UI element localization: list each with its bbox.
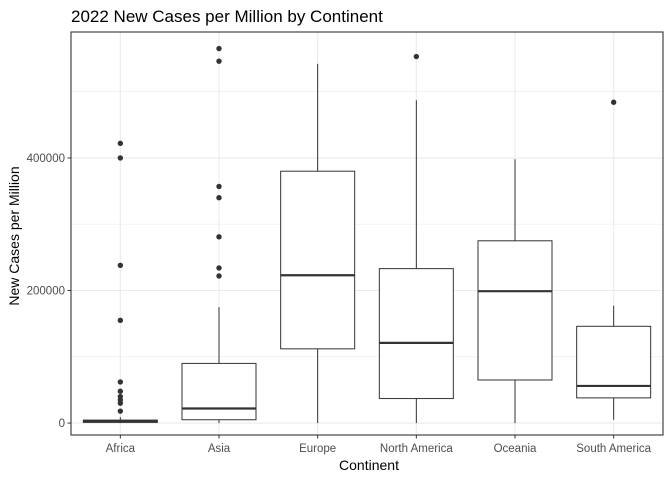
outlier-point-africa [117, 262, 124, 269]
outlier-point-africa [117, 317, 124, 324]
outlier-point-africa [117, 408, 124, 414]
outlier-point-asia [216, 45, 222, 52]
x-tick-label: Asia [208, 443, 231, 455]
box-oceania [477, 240, 553, 381]
outlier-point-north-america [413, 53, 420, 60]
outlier-point-asia [216, 183, 222, 190]
outlier-point-asia [216, 58, 222, 64]
y-tick-label: 200000 [27, 286, 65, 298]
box-south-america [576, 325, 652, 399]
outlier-point-africa [117, 140, 124, 147]
y-axis-title: New Cases per Million [6, 166, 22, 305]
x-tick-label: South America [576, 443, 651, 455]
y-tick-label: 400000 [27, 153, 65, 165]
box-europe [280, 170, 356, 350]
outlier-point-asia [216, 195, 222, 201]
chart-title: 2022 New Cases per Million by Continent [71, 7, 383, 26]
outlier-point-africa [117, 393, 124, 400]
outlier-point-asia [216, 273, 222, 279]
x-tick-label: Oceania [494, 443, 537, 455]
outlier-point-asia [216, 265, 222, 271]
x-tick-label: North America [380, 443, 453, 455]
outlier-point-africa [117, 388, 124, 394]
x-tick-label: Europe [299, 443, 336, 455]
x-tick-label: Africa [106, 443, 136, 455]
box-north-america [378, 268, 454, 400]
plot-panel-border [70, 31, 664, 436]
outlier-point-africa [117, 155, 124, 161]
outlier-point-africa [117, 379, 124, 385]
outlier-point-south-america [610, 99, 617, 105]
x-axis-title: Continent [339, 457, 399, 473]
y-tick-label: 0 [59, 418, 65, 430]
box-asia [181, 362, 257, 421]
outlier-point-asia [216, 234, 222, 240]
plot-panel [71, 32, 663, 435]
